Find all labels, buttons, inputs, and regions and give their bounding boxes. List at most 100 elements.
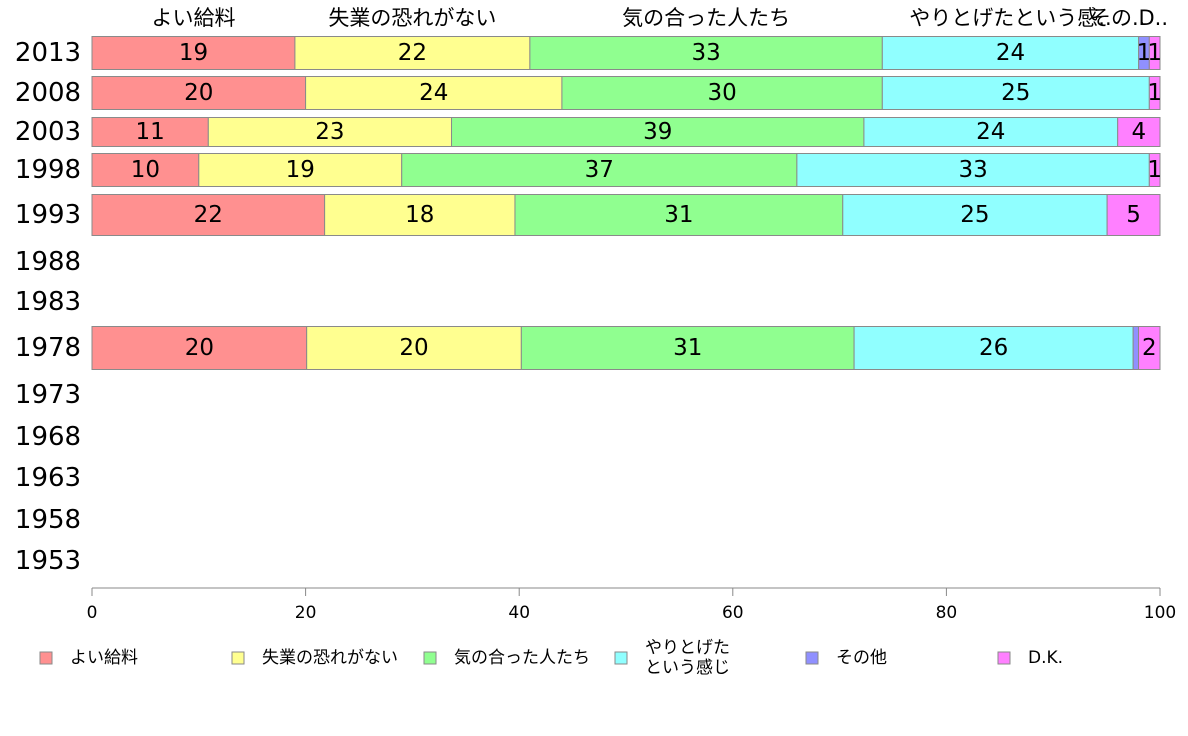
x-tick-label: 40	[508, 603, 530, 623]
data-label: 24	[419, 80, 448, 106]
bar-segment	[401, 153, 798, 187]
series-top-label: 気の合った人たち	[622, 6, 790, 30]
year-label: 1988	[15, 247, 81, 277]
bar-segment	[1148, 36, 1161, 70]
year-label: 1963	[15, 463, 81, 493]
bar-segment	[842, 194, 1108, 236]
data-label: 1	[1147, 80, 1162, 106]
data-label: 18	[405, 202, 434, 228]
bar-segment	[324, 194, 516, 236]
legend-swatch	[805, 651, 819, 665]
legend-label: という感じ	[645, 658, 730, 678]
data-label: 31	[664, 202, 693, 228]
legend-label: よい給料	[70, 648, 138, 668]
bar-segment	[306, 326, 522, 370]
bar-segment	[529, 36, 883, 70]
series-top-label: その..	[1090, 6, 1145, 30]
data-label: 25	[1001, 80, 1030, 106]
legend-label: その他	[836, 648, 887, 668]
series-top-label: D..	[1138, 6, 1168, 30]
year-label: 2003	[15, 117, 81, 147]
bar-segment	[294, 36, 531, 70]
bar-segment	[91, 326, 308, 370]
bar-segment	[91, 76, 307, 110]
legend-label: D.K.	[1028, 648, 1063, 668]
legend-swatch	[423, 651, 437, 665]
data-label: 19	[286, 157, 315, 183]
series-top-label: よい給料	[151, 6, 235, 30]
data-label: 24	[996, 40, 1025, 66]
x-tick-label: 60	[722, 603, 744, 623]
data-label: 23	[315, 119, 344, 145]
data-label: 33	[691, 40, 720, 66]
bar-segment	[91, 36, 296, 70]
bar-segment	[796, 153, 1150, 187]
data-label: 1	[1137, 40, 1152, 66]
series-top-label: やりとげたという感..	[909, 6, 1111, 30]
bar-segment	[853, 326, 1134, 370]
year-label: 1978	[15, 333, 81, 363]
bar-segment	[198, 153, 403, 187]
bar-segment	[91, 153, 200, 187]
data-label: 1	[1147, 157, 1162, 183]
bar-segment	[1117, 117, 1161, 147]
year-label: 1998	[15, 155, 81, 185]
x-tick-label: 80	[936, 603, 958, 623]
year-label: 2008	[15, 78, 81, 108]
data-label: 10	[131, 157, 160, 183]
legend-swatch	[614, 651, 628, 665]
series-top-labels: よい給料 失業の恐れがない 気の合った人たち やりとげたという感..その..D..	[151, 6, 1168, 30]
bar-segment	[1132, 326, 1140, 370]
data-label: 39	[643, 119, 672, 145]
bar-segment	[1148, 153, 1161, 187]
x-tick-label: 20	[295, 603, 317, 623]
x-tick-label: 0	[87, 603, 98, 623]
data-label: 1	[1147, 40, 1162, 66]
bar-segment	[520, 326, 855, 370]
data-label: 24	[976, 119, 1005, 145]
legend-swatch	[39, 651, 53, 665]
data-label: 19	[179, 40, 208, 66]
data-label: 2	[1142, 335, 1157, 361]
year-label: 1953	[15, 546, 81, 576]
data-label: 31	[673, 335, 702, 361]
bar-segment	[91, 194, 326, 236]
data-label: 20	[184, 80, 213, 106]
year-label: 1993	[15, 200, 81, 230]
legend-swatch	[231, 651, 245, 665]
legend-label: 気の合った人たち	[454, 648, 590, 668]
bar-segment	[1138, 326, 1161, 370]
bar-segment	[863, 117, 1119, 147]
legend-label: やりとげた	[645, 638, 730, 658]
legend-swatch	[997, 651, 1011, 665]
year-label: 2013	[15, 38, 81, 68]
legend-label: 失業の恐れがない	[262, 648, 398, 668]
data-label: 4	[1132, 119, 1147, 145]
data-label: 20	[399, 335, 428, 361]
year-label: 1958	[15, 505, 81, 535]
year-label: 1983	[15, 287, 81, 317]
data-label: 33	[958, 157, 987, 183]
data-label: 20	[185, 335, 214, 361]
bar-segment	[1106, 194, 1161, 236]
year-labels: 2013 2008 2003 1998 1993 1988 1983 1978 1973 1968…	[15, 38, 81, 576]
data-label: 37	[585, 157, 614, 183]
bar-segment	[451, 117, 865, 147]
data-label: 25	[960, 202, 989, 228]
x-tick-label: 100	[1144, 603, 1176, 623]
data-label: 11	[136, 119, 165, 145]
data-label: 22	[398, 40, 427, 66]
data-label: 26	[979, 335, 1008, 361]
bar-segment	[1148, 76, 1161, 110]
data-label: 30	[707, 80, 736, 106]
bar-segment	[561, 76, 883, 110]
year-label: 1968	[15, 422, 81, 452]
data-label: 22	[194, 202, 223, 228]
bar-segment	[207, 117, 453, 147]
year-label: 1973	[15, 380, 81, 410]
x-axis: 0 20 40 60 80 100	[87, 587, 1176, 623]
series-top-label: 失業の恐れがない	[328, 6, 496, 30]
